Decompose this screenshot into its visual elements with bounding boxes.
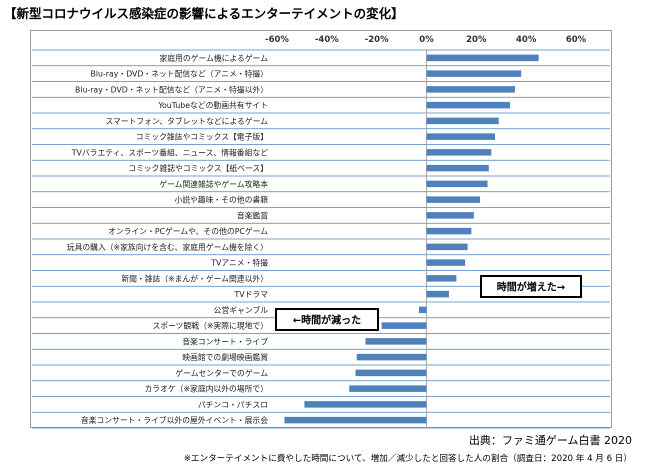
bar [381, 322, 427, 329]
bar [426, 117, 499, 125]
category-label: カラオケ（※家庭内以外の場所で） [145, 384, 269, 394]
increase-annotation-box [480, 275, 582, 298]
bar [426, 164, 489, 172]
category-label: 音楽鑑賞 [237, 210, 268, 220]
category-label: ゲーム関連雑誌やゲーム攻略本 [159, 179, 268, 189]
page-title: 【新型コロナウイルス感染症の影響によるエンターテイメントの変化】 [4, 6, 404, 21]
bar [426, 133, 496, 140]
category-label: Blu-ray・DVD・ネット配信など（アニメ・特撮以外） [75, 84, 268, 94]
category-label: パチンコ・パチスロ [198, 400, 268, 409]
x-tick-label: 40% [516, 35, 537, 45]
bar [419, 306, 427, 314]
category-label: TVドラマ [234, 290, 269, 299]
bar [426, 149, 492, 156]
category-label: コミック雑誌やコミックス【紙ベース】 [128, 163, 268, 173]
category-label: スポーツ観戦（※実際に現地で） [152, 321, 268, 331]
category-label: YouTubeなどの動画共有サイト [157, 100, 268, 110]
bar [426, 101, 510, 109]
bar [355, 369, 427, 377]
category-label: 映画館での劇場映画鑑賞 [182, 352, 268, 362]
chart-frame [30, 30, 612, 428]
category-label: 公営ギャンブル [214, 305, 269, 315]
category-label: Blu-ray・DVD・ネット配信など（アニメ・特撮） [91, 69, 268, 79]
bar [349, 385, 427, 392]
bar [426, 212, 474, 219]
category-label: 家庭用のゲーム機によるゲーム [160, 53, 269, 63]
bar [356, 353, 427, 361]
category-label: スマートフォン、タブレットなどによるゲーム [105, 116, 268, 126]
category-label: 音楽コンサート・ライブ以外の屋外イベント・展示会 [81, 415, 268, 425]
source-credit: 出典：ファミ通ゲーム白書 2020 [468, 434, 632, 447]
increase-annotation-label: 時間が増えた→ [497, 281, 565, 294]
category-label: TVアニメ・特撮 [210, 258, 268, 268]
x-tick-label: 60% [566, 35, 587, 45]
decrease-annotation-label: ←時間が減った [293, 314, 361, 327]
decrease-annotation-box [275, 308, 379, 331]
bar [426, 196, 481, 203]
category-label: ゲームセンターでのゲーム [175, 369, 268, 378]
category-label: 音楽コンサート・ライブ [182, 336, 268, 346]
bar [426, 180, 488, 188]
bar [426, 54, 539, 62]
x-tick-label: -40% [315, 35, 339, 45]
bar [304, 401, 427, 408]
bar [365, 338, 427, 345]
x-tick-label: 0% [419, 35, 434, 45]
x-tick-label: 20% [466, 35, 487, 45]
category-label: コミック雑誌やコミックス【電子版】 [136, 132, 268, 142]
bar [426, 275, 457, 282]
footnote: ※エンターテイメントに費やした時間について、増加／減少したと回答した人の割合（調… [183, 454, 632, 464]
category-label: TVバラエティ、スポーツ番組、ニュース、情報番組など [71, 147, 268, 157]
x-tick-label: -60% [265, 35, 289, 45]
bar [426, 259, 466, 266]
category-label: 玩具の購入（※家族向けを含む、家庭用ゲーム機を除く） [67, 242, 268, 252]
bar [426, 70, 522, 77]
category-label: 新聞・雑誌（※まんが・ゲーム関連以外） [121, 273, 268, 283]
bar [426, 243, 468, 251]
bar [426, 227, 472, 235]
bar [426, 290, 449, 298]
category-label: 小説や趣味・その他の書籍 [174, 195, 268, 205]
x-tick-label: -20% [365, 35, 389, 45]
bar [426, 86, 515, 93]
category-label: オンライン・PCゲームや、その他のPCゲーム [108, 226, 268, 236]
bar [284, 416, 427, 424]
